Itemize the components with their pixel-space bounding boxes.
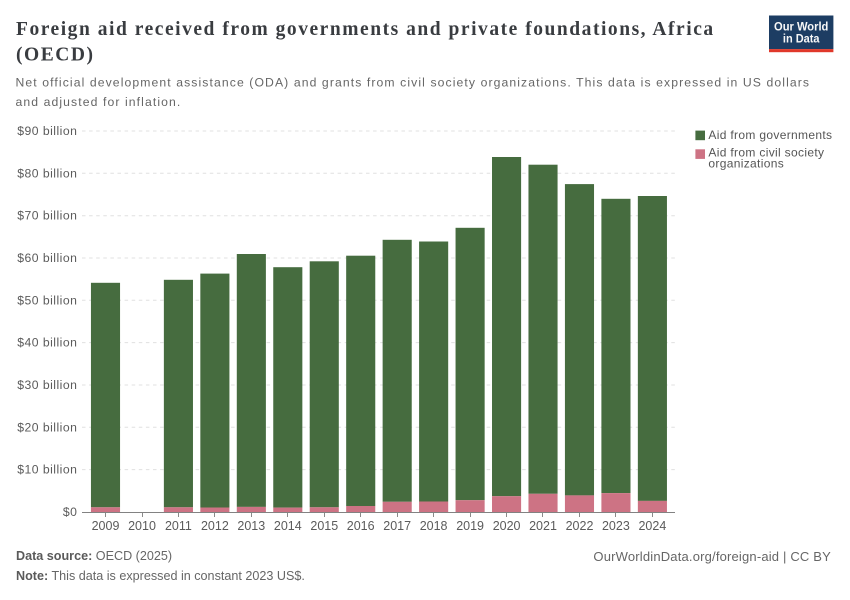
svg-text:2017: 2017 bbox=[383, 519, 411, 533]
svg-text:$80 billion: $80 billion bbox=[17, 166, 77, 180]
svg-text:in Data: in Data bbox=[783, 31, 820, 45]
svg-text:$90 billion: $90 billion bbox=[17, 124, 77, 138]
svg-text:Aid from civil society: Aid from civil society bbox=[708, 146, 824, 160]
svg-text:2018: 2018 bbox=[420, 519, 448, 533]
svg-text:2014: 2014 bbox=[274, 519, 302, 533]
svg-text:2009: 2009 bbox=[92, 519, 120, 533]
svg-text:and adjusted for inflation.: and adjusted for inflation. bbox=[16, 95, 182, 109]
svg-text:2012: 2012 bbox=[201, 519, 229, 533]
svg-text:$70 billion: $70 billion bbox=[17, 209, 77, 223]
svg-text:$40 billion: $40 billion bbox=[17, 336, 77, 350]
svg-text:2022: 2022 bbox=[566, 519, 594, 533]
svg-text:2011: 2011 bbox=[165, 519, 192, 533]
svg-text:Foreign aid received from gove: Foreign aid received from governments an… bbox=[16, 19, 715, 40]
svg-text:$10 billion: $10 billion bbox=[17, 463, 77, 477]
svg-text:2023: 2023 bbox=[602, 519, 630, 533]
svg-text:Data source: OECD (2025): Data source: OECD (2025) bbox=[16, 549, 172, 563]
svg-text:2020: 2020 bbox=[493, 519, 521, 533]
svg-text:OurWorldinData.org/foreign-aid: OurWorldinData.org/foreign-aid | CC BY bbox=[593, 549, 831, 564]
svg-text:$30 billion: $30 billion bbox=[17, 378, 77, 392]
svg-text:2013: 2013 bbox=[237, 519, 265, 533]
svg-text:$50 billion: $50 billion bbox=[17, 293, 77, 307]
svg-text:2016: 2016 bbox=[347, 519, 375, 533]
svg-text:Note: This data is expressed i: Note: This data is expressed in constant… bbox=[16, 569, 305, 583]
svg-text:2019: 2019 bbox=[456, 519, 484, 533]
svg-text:organizations: organizations bbox=[708, 157, 784, 171]
svg-text:Our World: Our World bbox=[774, 20, 828, 34]
svg-text:2010: 2010 bbox=[128, 519, 156, 533]
svg-text:2021: 2021 bbox=[529, 519, 557, 533]
svg-text:2024: 2024 bbox=[638, 519, 666, 533]
svg-text:Aid from governments: Aid from governments bbox=[708, 128, 832, 142]
svg-text:(OECD): (OECD) bbox=[16, 44, 95, 65]
svg-text:$60 billion: $60 billion bbox=[17, 251, 77, 265]
svg-text:$0: $0 bbox=[63, 505, 78, 519]
svg-text:Net official development assis: Net official development assistance (ODA… bbox=[16, 76, 811, 90]
svg-text:$20 billion: $20 billion bbox=[17, 420, 77, 434]
svg-text:2015: 2015 bbox=[310, 519, 338, 533]
